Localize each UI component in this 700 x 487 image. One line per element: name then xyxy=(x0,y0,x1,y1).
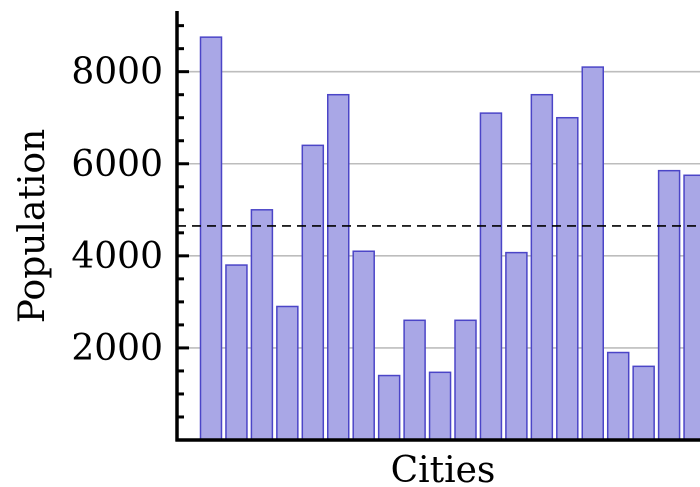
bar-7 xyxy=(352,250,375,441)
bar-16 xyxy=(581,66,604,441)
bar-14 xyxy=(530,93,554,441)
y-tick-label-4000: 4000 xyxy=(71,236,163,277)
bars xyxy=(199,36,700,441)
y-axis-title: Population xyxy=(12,129,53,323)
bar-5 xyxy=(301,144,325,441)
bar-3 xyxy=(250,209,274,441)
bar-13 xyxy=(505,251,528,441)
bar-1 xyxy=(199,36,223,441)
bar-12 xyxy=(479,112,503,441)
bar-10 xyxy=(428,371,452,441)
y-tick-label-8000: 8000 xyxy=(71,52,163,93)
y-tick-label-2000: 2000 xyxy=(71,328,163,369)
y-tick-labels: 2000 4000 6000 8000 xyxy=(71,52,163,369)
bar-9 xyxy=(403,319,426,441)
x-axis-title: Cities xyxy=(391,450,496,487)
bar-17 xyxy=(606,351,630,441)
bar-6 xyxy=(327,93,350,441)
bar-18 xyxy=(632,365,655,441)
bar-4 xyxy=(276,305,299,441)
bar-19 xyxy=(657,169,681,441)
y-tick-label-6000: 6000 xyxy=(71,144,163,185)
y-axis xyxy=(175,11,700,442)
bar-8 xyxy=(377,374,401,441)
bar-15 xyxy=(556,116,579,441)
bar-20 xyxy=(683,174,700,441)
bar-2 xyxy=(225,264,248,441)
bar-11 xyxy=(454,319,477,441)
